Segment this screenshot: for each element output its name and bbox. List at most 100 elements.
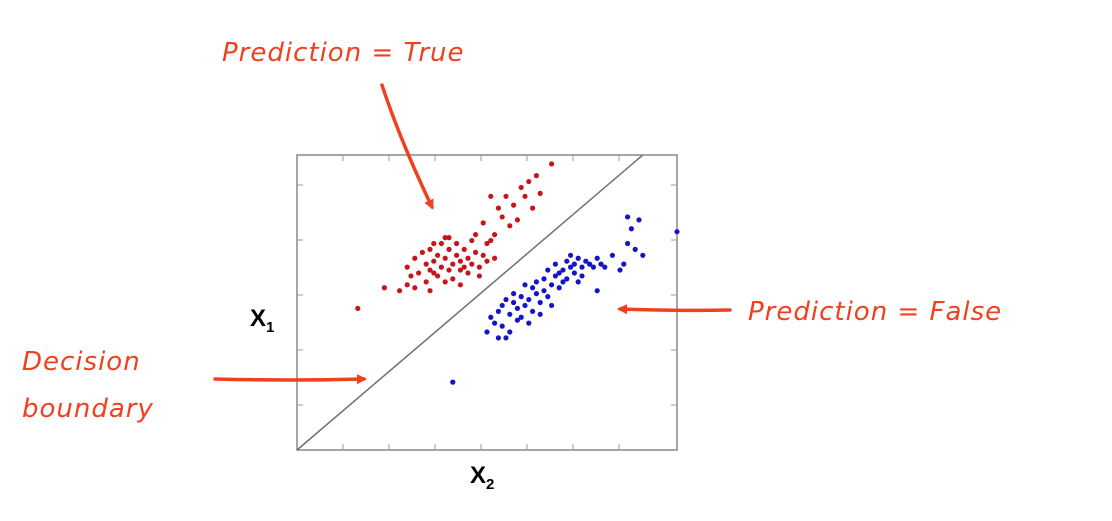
- prediction-false-point: [590, 264, 597, 270]
- prediction-false-point: [556, 270, 562, 276]
- prediction-true-point: [446, 267, 452, 273]
- prediction-false-point: [541, 276, 547, 282]
- prediction-false-point: [499, 323, 505, 329]
- decision-boundary-line: [296, 154, 644, 451]
- prediction-false-point: [632, 246, 638, 252]
- prediction-true-point: [450, 276, 456, 282]
- decision-boundary-arrow: [213, 374, 367, 385]
- prediction-false-point: [636, 217, 642, 223]
- prediction-false-point: [594, 288, 600, 294]
- prediction-false-point: [541, 288, 547, 294]
- plot-frame: [296, 154, 678, 451]
- prediction-true-point: [454, 240, 460, 247]
- prediction-true-point: [461, 246, 467, 252]
- prediction-false-point: [499, 302, 505, 309]
- prediction-true-point: [488, 193, 494, 199]
- prediction-true-arrow: [380, 83, 434, 210]
- prediction-false-point: [503, 296, 509, 303]
- prediction-false-point: [602, 264, 608, 270]
- prediction-true-points: [355, 161, 555, 311]
- prediction-false-point: [621, 261, 627, 267]
- prediction-false-point: [564, 276, 570, 282]
- prediction-false-point: [575, 279, 581, 285]
- prediction-false-point: [526, 296, 532, 303]
- prediction-true-point: [518, 184, 524, 191]
- prediction-true-point: [438, 240, 444, 247]
- prediction-false-point: [488, 314, 494, 320]
- prediction-true-point: [495, 205, 501, 211]
- prediction-true-point: [465, 255, 471, 261]
- prediction-false-point: [514, 317, 521, 323]
- prediction-true-point: [416, 270, 422, 276]
- prediction-true-point: [488, 237, 494, 244]
- prediction-true-point: [431, 258, 437, 264]
- prediction-false-point: [579, 264, 585, 270]
- prediction-true-point: [431, 270, 437, 276]
- prediction-true-note: Prediction = True: [222, 38, 465, 68]
- prediction-false-point: [450, 379, 456, 385]
- prediction-false-point: [564, 258, 570, 264]
- prediction-false-point: [617, 267, 623, 273]
- prediction-true-point: [514, 217, 521, 223]
- prediction-true-point: [484, 258, 490, 264]
- prediction-false-arrow: [617, 304, 732, 315]
- prediction-false-point: [537, 299, 543, 306]
- prediction-true-point: [412, 285, 418, 291]
- prediction-false-point: [514, 305, 521, 311]
- prediction-false-point: [587, 261, 593, 267]
- prediction-true-point: [469, 261, 475, 267]
- prediction-false-point: [522, 302, 528, 309]
- prediction-false-point: [625, 214, 631, 220]
- prediction-true-point: [397, 288, 403, 294]
- prediction-true-point: [461, 264, 467, 270]
- prediction-true-point: [465, 270, 471, 276]
- prediction-false-point: [583, 258, 589, 264]
- prediction-true-point: [503, 193, 509, 199]
- prediction-false-point: [640, 252, 646, 258]
- prediction-false-point: [526, 320, 532, 326]
- prediction-false-points: [450, 214, 680, 385]
- prediction-false-point: [518, 294, 524, 300]
- prediction-true-point: [454, 252, 460, 258]
- prediction-true-point: [533, 173, 540, 179]
- prediction-false-point: [568, 264, 574, 270]
- prediction-false-point: [560, 267, 566, 273]
- prediction-true-point: [469, 237, 475, 244]
- prediction-true-point: [499, 214, 505, 220]
- prediction-true-point: [457, 282, 463, 288]
- prediction-false-point: [507, 311, 513, 317]
- prediction-true-point: [408, 273, 414, 279]
- prediction-false-point: [495, 335, 501, 341]
- x-axis-label: X2: [470, 462, 494, 493]
- prediction-true-point: [476, 273, 482, 279]
- prediction-true-point: [404, 282, 410, 288]
- prediction-true-point: [526, 178, 532, 185]
- prediction-true-point: [457, 267, 463, 273]
- prediction-false-point: [549, 302, 555, 309]
- decision-boundary-note: Decision: [22, 347, 141, 377]
- prediction-true-point: [355, 305, 361, 311]
- prediction-false-point: [507, 329, 513, 335]
- prediction-true-point: [412, 255, 418, 261]
- prediction-true-point: [446, 246, 452, 252]
- prediction-false-point: [484, 329, 490, 335]
- prediction-true-point: [442, 279, 448, 285]
- prediction-true-point: [435, 252, 441, 258]
- prediction-false-point: [510, 291, 517, 297]
- prediction-false-point: [568, 252, 574, 258]
- prediction-false-point: [537, 311, 543, 317]
- prediction-true-point: [492, 232, 498, 238]
- prediction-false-point: [625, 240, 631, 247]
- prediction-false-point: [545, 267, 551, 273]
- prediction-true-point: [427, 288, 433, 294]
- prediction-false-point: [556, 285, 562, 291]
- prediction-false-point: [530, 285, 536, 291]
- prediction-false-point: [560, 279, 566, 285]
- prediction-false-point: [545, 294, 551, 300]
- prediction-true-point: [404, 264, 410, 270]
- prediction-false-point: [571, 270, 578, 276]
- prediction-true-point: [537, 190, 543, 196]
- prediction-true-point: [423, 261, 429, 267]
- prediction-false-point: [533, 291, 540, 297]
